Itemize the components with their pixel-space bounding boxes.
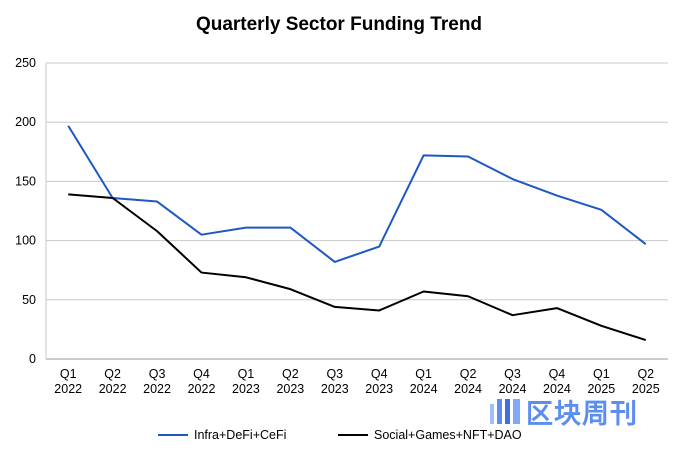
legend-swatch-infra	[158, 434, 188, 436]
x-tick-label: Q3 2023	[321, 367, 349, 396]
watermark-text: 区块周刊	[526, 399, 638, 430]
x-tick-label: Q3 2024	[499, 367, 527, 396]
x-tick-label: Q2 2023	[276, 367, 304, 396]
x-tick-label: Q1 2022	[54, 367, 82, 396]
x-tick-label: Q1 2024	[410, 367, 438, 396]
brand-logo-icon	[490, 398, 520, 424]
x-tick-label: Q4 2023	[365, 367, 393, 396]
line-chart: 0 50 100 150 200 250 Q1 2022 Q2 2022 Q3 2022 Q4 2022…	[15, 56, 668, 396]
x-tick-label: Q1 2023	[232, 367, 260, 396]
x-tick-label: Q4 2024	[543, 367, 571, 396]
y-tick-label: 0	[29, 352, 36, 366]
legend-swatch-social	[338, 434, 368, 436]
legend: Infra+DeFi+CeFi Social+Games+NFT+DAO	[0, 424, 678, 446]
chart-title: Quarterly Sector Funding Trend	[195, 14, 483, 35]
legend-item-infra: Infra+DeFi+CeFi	[158, 428, 286, 442]
x-tick-label: Q4 2022	[188, 367, 216, 396]
x-tick-label: Q1 2025	[587, 367, 615, 396]
y-axis-labels: 0 50 100 150 200 250	[15, 56, 36, 366]
x-tick-label: Q2 2025	[632, 367, 660, 396]
legend-item-social: Social+Games+NFT+DAO	[338, 428, 522, 442]
y-tick-label: 50	[22, 293, 36, 307]
x-tick-label: Q2 2024	[454, 367, 482, 396]
y-tick-label: 250	[15, 56, 36, 70]
series-line-1	[68, 193, 647, 342]
gridlines	[45, 62, 668, 360]
watermark: 区块周刊	[488, 392, 638, 431]
y-tick-label: 100	[15, 234, 36, 248]
series-line-0	[67, 125, 647, 263]
y-tick-label: 150	[15, 174, 36, 188]
x-axis-labels: Q1 2022 Q2 2022 Q3 2022 Q4 2022 Q1 2023 Q2 2023 Q3 20…	[54, 367, 659, 396]
x-tick-label: Q3 2022	[143, 367, 171, 396]
legend-label-infra: Infra+DeFi+CeFi	[194, 428, 287, 442]
y-tick-label: 200	[15, 115, 36, 129]
legend-label-social: Social+Games+NFT+DAO	[374, 428, 522, 442]
x-tick-label: Q2 2022	[99, 367, 127, 396]
series-lines	[67, 125, 647, 342]
